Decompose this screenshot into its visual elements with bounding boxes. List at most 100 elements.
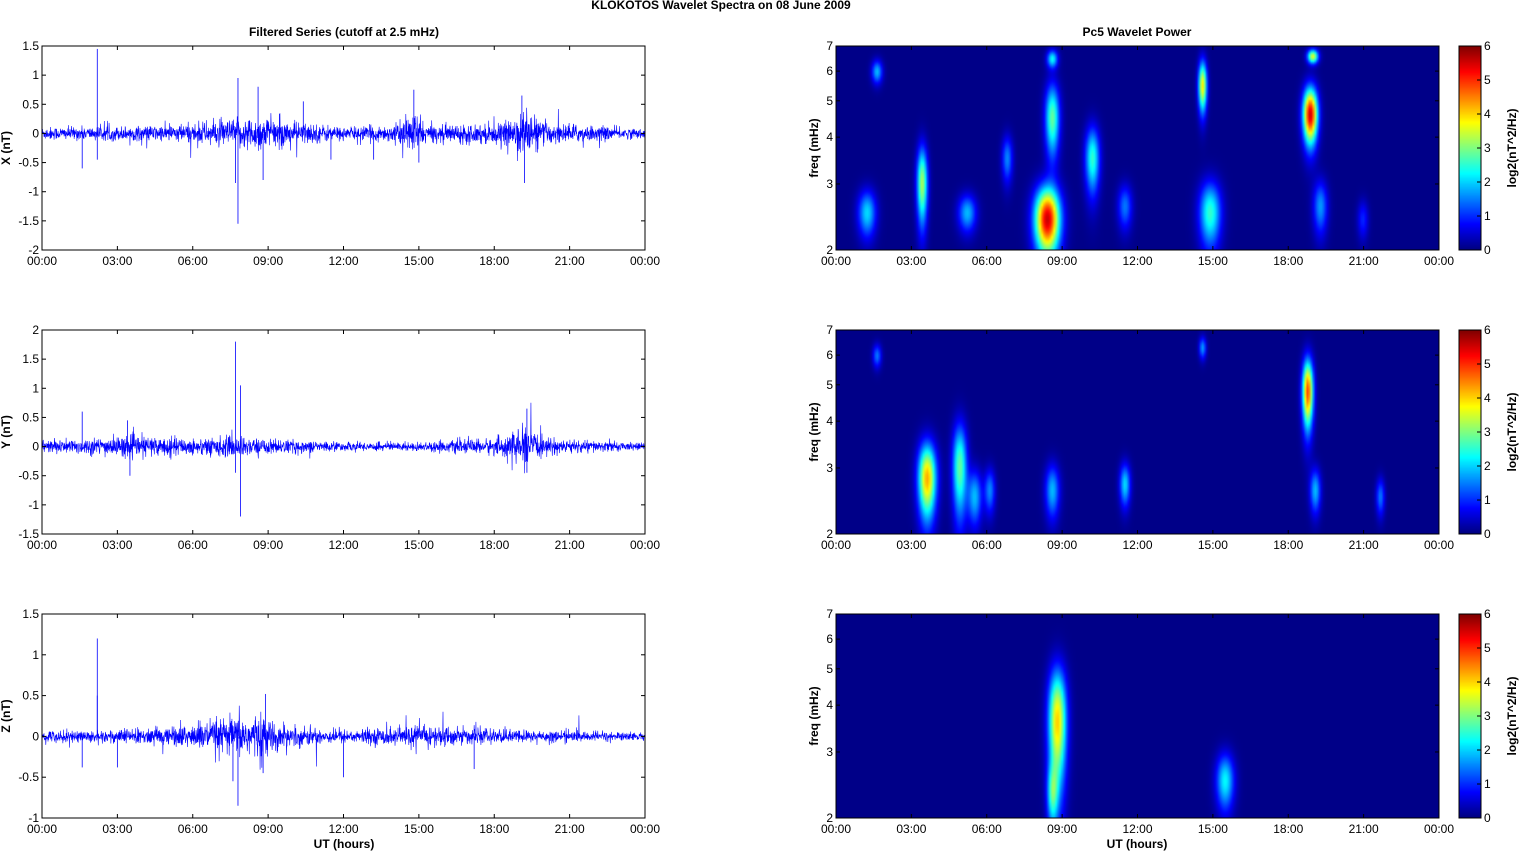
series-ytick-label: 0 [32,126,39,140]
series-ytick-label: 0 [32,440,39,454]
series-xtick-label: 21:00 [555,822,585,836]
series-xtick-label: 09:00 [253,822,283,836]
series-ytick-label: -1.5 [18,527,39,541]
series-ytick-label: 1 [32,68,39,82]
colorbar-tick-label: 3 [1484,709,1491,723]
power-xtick-label: 21:00 [1349,822,1379,836]
colorbar-tick-label: 4 [1484,675,1491,689]
series-ytick-label: 1.5 [22,607,39,621]
series-trace [41,402,646,474]
power-xtick-label: 00:00 [1424,822,1454,836]
power-xtick-label: 18:00 [1273,822,1303,836]
x-component-series-panel: Filtered Series (cutoff at 2.5 mHz) X (n… [0,25,660,268]
power-ytick-label: 5 [826,94,833,108]
series-xtick-label: 15:00 [404,254,434,268]
power-ytick-label: 7 [826,323,833,337]
power-xtick-label: 00:00 [821,538,851,552]
series-ytick-label: -2 [28,243,39,257]
y-freq-ylabel: freq (mHz) [807,402,821,461]
power-xtick-label: 00:00 [821,254,851,268]
series-xtick-label: 18:00 [479,254,509,268]
series-ytick-label: 1.5 [22,39,39,53]
colorbar-tick-label: 4 [1484,391,1491,405]
power-ytick-label: 4 [826,130,833,144]
power-ytick-label: 3 [826,177,833,191]
series-xtick-label: 18:00 [479,538,509,552]
z-freq-ylabel: freq (mHz) [807,686,821,745]
series-xtick-label: 21:00 [555,538,585,552]
series-xtick-label: 00:00 [630,254,660,268]
series-ytick-label: 0 [32,729,39,743]
colorbar-tick-label: 3 [1484,425,1491,439]
series-plot-area [42,46,645,250]
series-xtick-label: 06:00 [178,822,208,836]
power-xtick-label: 03:00 [896,254,926,268]
colorbar-tick-label: 0 [1484,243,1491,257]
series-xtick-label: 18:00 [479,822,509,836]
power-xtick-label: 21:00 [1349,538,1379,552]
series-xtick-label: 21:00 [555,254,585,268]
power-xtick-label: 00:00 [1424,254,1454,268]
power-ytick-label: 6 [826,64,833,78]
power-ytick-label: 5 [826,662,833,676]
series-trace [41,107,646,162]
series-xtick-label: 15:00 [404,822,434,836]
series-plot-area [42,614,645,818]
series-xtick-label: 03:00 [102,822,132,836]
power-ytick-label: 2 [826,811,833,825]
power-xtick-label: 06:00 [972,538,1002,552]
power-xtick-label: 12:00 [1122,822,1152,836]
series-xtick-label: 00:00 [27,538,57,552]
colorbar-tick-label: 6 [1484,323,1491,337]
colorbar-tick-label: 1 [1484,493,1491,507]
power-xtick-label: 03:00 [896,822,926,836]
series-ytick-label: 1 [32,381,39,395]
z-ylabel: Z (nT) [0,699,13,732]
series-trace [41,705,646,770]
series-ytick-label: 0.5 [22,689,39,703]
series-xtick-label: 12:00 [328,254,358,268]
power-ytick-label: 3 [826,461,833,475]
x-ylabel: X (nT) [0,131,13,165]
power-xtick-label: 03:00 [896,538,926,552]
power-xtick-label: 18:00 [1273,538,1303,552]
power-xtick-label: 00:00 [1424,538,1454,552]
x-freq-ylabel: freq (mHz) [807,118,821,177]
wavelet-power-heatmap [836,46,1439,250]
series-plot-area [42,330,645,534]
series-ytick-label: 2 [32,323,39,337]
colorbar [1459,46,1481,250]
power-xtick-label: 12:00 [1122,538,1152,552]
power-xtick-label: 15:00 [1198,822,1228,836]
power-xtick-label: 18:00 [1273,254,1303,268]
colorbar-tick-label: 1 [1484,209,1491,223]
power-xtick-label: 06:00 [972,254,1002,268]
colorbar-tick-label: 5 [1484,357,1491,371]
series-xtick-label: 00:00 [630,822,660,836]
colorbar-tick-label: 2 [1484,175,1491,189]
series-ytick-label: -0.5 [18,156,39,170]
colorbar-tick-label: 6 [1484,39,1491,53]
colorbar-tick-label: 0 [1484,527,1491,541]
colorbar [1459,330,1481,534]
series-xtick-label: 09:00 [253,538,283,552]
colorbar-tick-label: 6 [1484,607,1491,621]
series-ytick-label: -1 [28,185,39,199]
power-ytick-label: 4 [826,698,833,712]
power-xtick-label: 00:00 [821,822,851,836]
power-xtick-label: 12:00 [1122,254,1152,268]
power-xtick-label: 09:00 [1047,254,1077,268]
series-ytick-label: 0.5 [22,97,39,111]
power-ytick-label: 4 [826,414,833,428]
power-ytick-label: 7 [826,39,833,53]
power-ytick-label: 6 [826,632,833,646]
series-xtick-label: 00:00 [630,538,660,552]
colorbar-label: log2(nT^2/Hz) [1505,108,1519,187]
power-ytick-label: 6 [826,348,833,362]
figure-title: KLOKOTOS Wavelet Spectra on 08 June 2009 [591,0,851,12]
series-xtick-label: 03:00 [102,254,132,268]
power-ytick-label: 5 [826,378,833,392]
colorbar [1459,614,1481,818]
colorbar-tick-label: 3 [1484,141,1491,155]
